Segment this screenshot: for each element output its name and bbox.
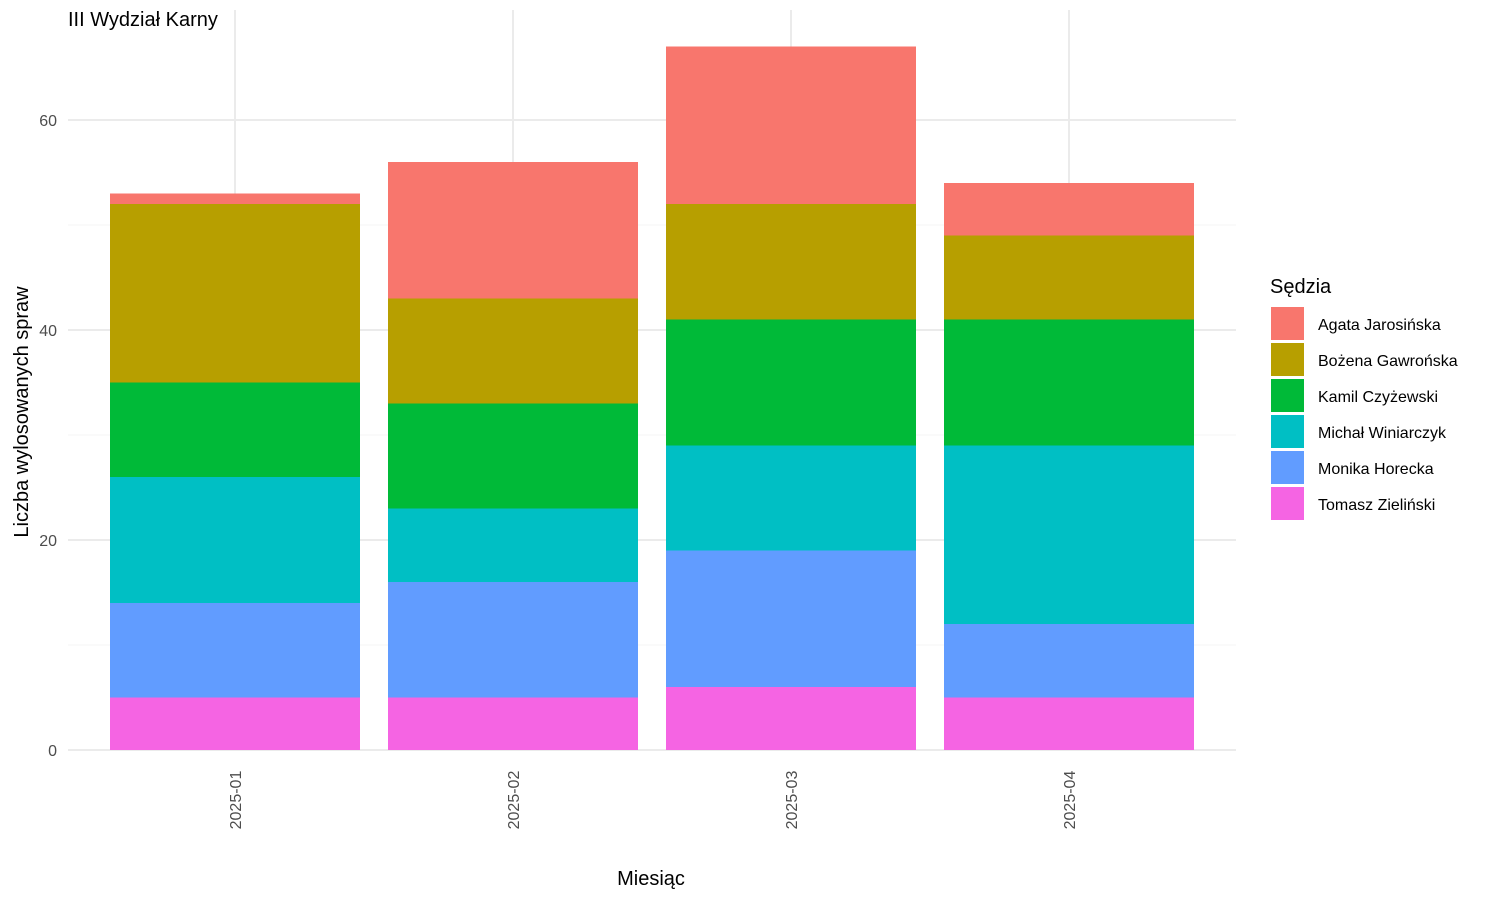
x-axis-title: Miesiąc [617, 868, 685, 890]
legend-label: Tomasz Zieliński [1318, 497, 1435, 514]
x-tick-label: 2025-02 [506, 771, 523, 830]
legend-label: Michał Winiarczyk [1318, 425, 1447, 442]
x-axis-ticks: 2025-01 2025-02 2025-03 2025-04 [228, 771, 1079, 830]
legend-swatch [1271, 379, 1304, 412]
legend: Sędzia Agata Jarosińska Bożena Gawrońska K… [1270, 276, 1458, 520]
legend-title: Sędzia [1270, 276, 1332, 298]
y-tick-label: 40 [39, 323, 57, 340]
legend-swatch [1271, 415, 1304, 448]
legend-swatch [1271, 487, 1304, 520]
bar-segment [944, 624, 1194, 698]
bar-segment [944, 445, 1194, 624]
y-tick-label: 0 [48, 743, 57, 760]
bar-segment [110, 603, 360, 698]
bar-segment [666, 204, 916, 320]
bar-segment [110, 477, 360, 603]
bar-segment [388, 508, 638, 582]
legend-label: Monika Horecka [1318, 461, 1434, 478]
bar-segment [666, 687, 916, 750]
x-tick-label: 2025-04 [1062, 771, 1079, 830]
bar-segment [388, 298, 638, 404]
bar-segment [944, 697, 1194, 750]
bar-segment [110, 697, 360, 750]
bar-segment [388, 697, 638, 750]
legend-label: Agata Jarosińska [1318, 317, 1441, 334]
y-axis-ticks: 0 20 40 60 [39, 113, 57, 760]
bar-segment [944, 183, 1194, 236]
y-axis-title: Liczba wylosowanych spraw [11, 286, 33, 538]
legend-label: Kamil Czyżewski [1318, 389, 1438, 406]
bar-segment [944, 319, 1194, 446]
x-tick-label: 2025-01 [228, 771, 245, 830]
bar-segment [388, 162, 638, 299]
bar-segment [666, 445, 916, 551]
legend-swatch [1271, 307, 1304, 340]
bar-segment [666, 46, 916, 204]
bar-segment [944, 235, 1194, 320]
legend-swatch [1271, 451, 1304, 484]
bar-segment [388, 403, 638, 509]
legend-swatch [1271, 343, 1304, 376]
y-tick-label: 20 [39, 533, 57, 550]
legend-label: Bożena Gawrońska [1318, 353, 1458, 370]
chart-title: III Wydział Karny [68, 9, 218, 31]
x-tick-label: 2025-03 [784, 771, 801, 830]
bars [110, 46, 1194, 750]
bar-segment [110, 382, 360, 477]
y-tick-label: 60 [39, 113, 57, 130]
bar-segment [666, 319, 916, 446]
bar-segment [666, 550, 916, 687]
bar-segment [110, 204, 360, 383]
bar-segment [110, 193, 360, 204]
bar-segment [388, 582, 638, 698]
